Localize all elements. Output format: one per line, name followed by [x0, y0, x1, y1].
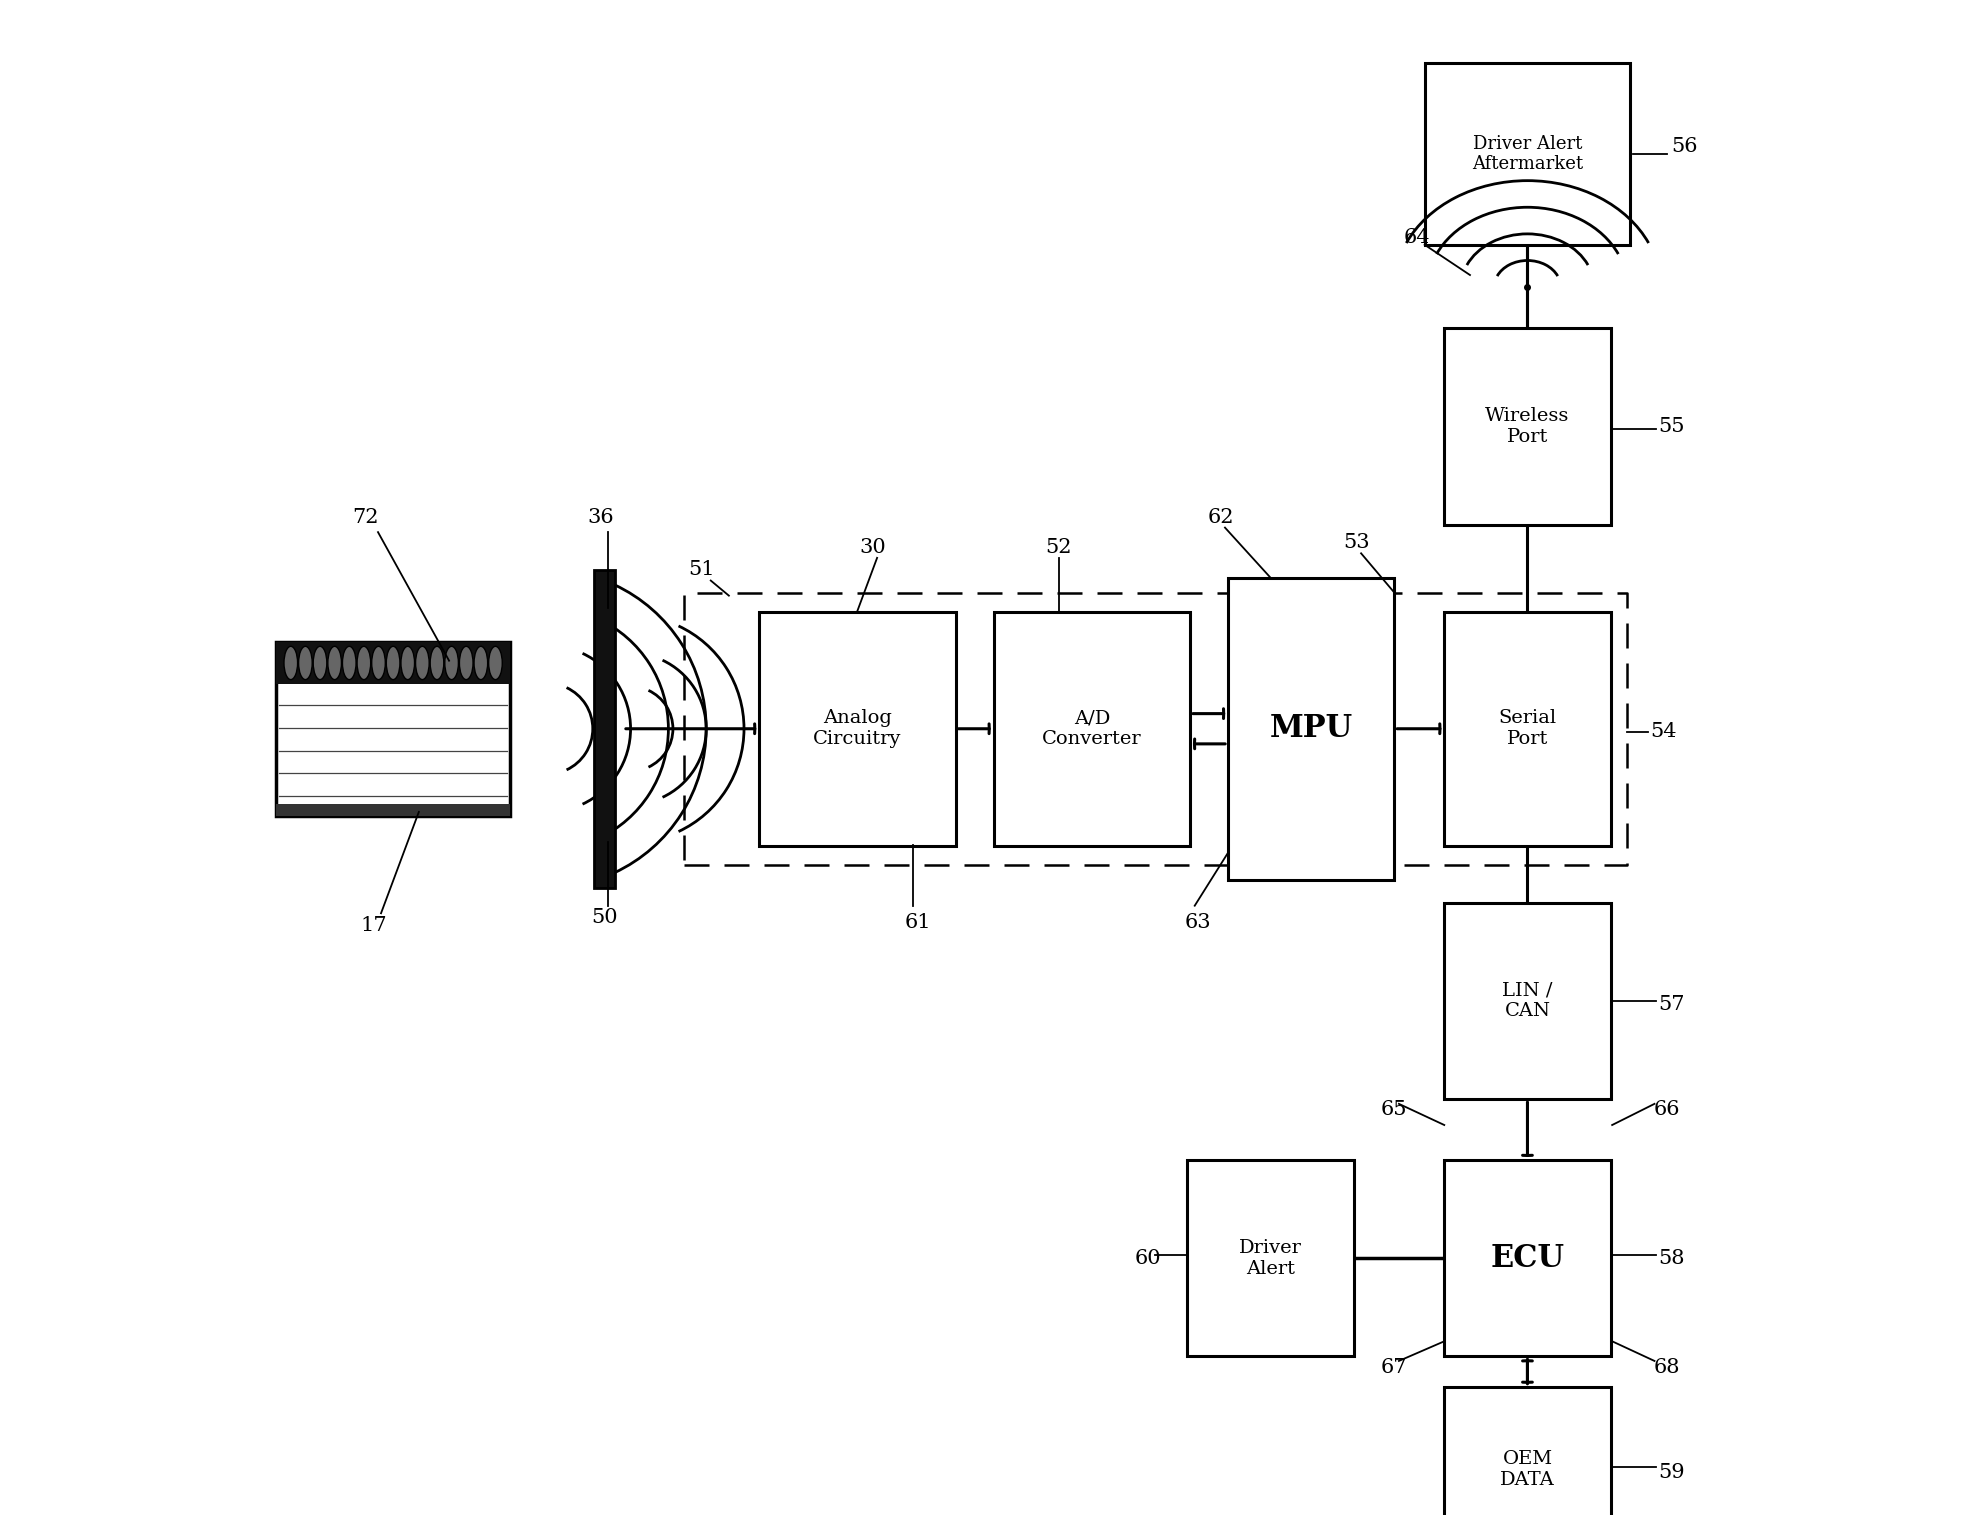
- Text: 53: 53: [1343, 533, 1371, 553]
- Text: ECU: ECU: [1491, 1243, 1564, 1274]
- Text: 54: 54: [1651, 723, 1676, 741]
- Text: 57: 57: [1658, 994, 1684, 1014]
- Ellipse shape: [298, 647, 312, 680]
- Text: 17: 17: [361, 915, 387, 935]
- Ellipse shape: [430, 647, 444, 680]
- Ellipse shape: [357, 647, 371, 680]
- Ellipse shape: [314, 647, 327, 680]
- FancyBboxPatch shape: [1444, 903, 1611, 1099]
- Text: A/D
Converter: A/D Converter: [1041, 709, 1142, 748]
- Text: LIN /
CAN: LIN / CAN: [1503, 982, 1552, 1020]
- Text: 50: 50: [592, 908, 617, 927]
- Text: 58: 58: [1658, 1249, 1684, 1268]
- FancyBboxPatch shape: [1229, 577, 1394, 880]
- Text: 55: 55: [1658, 417, 1684, 436]
- Text: 59: 59: [1658, 1463, 1684, 1483]
- Text: 36: 36: [588, 507, 613, 527]
- Ellipse shape: [371, 647, 385, 680]
- Text: 66: 66: [1653, 1101, 1680, 1119]
- FancyBboxPatch shape: [1187, 1160, 1353, 1357]
- Text: MPU: MPU: [1270, 713, 1353, 744]
- Ellipse shape: [284, 647, 298, 680]
- Text: 68: 68: [1653, 1357, 1680, 1377]
- Text: Wireless
Port: Wireless Port: [1485, 407, 1570, 446]
- Ellipse shape: [387, 647, 400, 680]
- Ellipse shape: [400, 647, 414, 680]
- FancyBboxPatch shape: [759, 612, 956, 846]
- Ellipse shape: [489, 647, 503, 680]
- Ellipse shape: [327, 647, 341, 680]
- FancyBboxPatch shape: [276, 642, 511, 685]
- FancyBboxPatch shape: [276, 803, 511, 815]
- Ellipse shape: [416, 647, 430, 680]
- Text: 65: 65: [1380, 1101, 1408, 1119]
- Ellipse shape: [446, 647, 458, 680]
- Text: 62: 62: [1207, 507, 1234, 527]
- Text: Analog
Circuitry: Analog Circuitry: [812, 709, 901, 748]
- Text: 30: 30: [860, 537, 885, 557]
- FancyBboxPatch shape: [1444, 1386, 1611, 1518]
- FancyBboxPatch shape: [994, 612, 1191, 846]
- FancyBboxPatch shape: [594, 569, 615, 888]
- FancyBboxPatch shape: [1444, 612, 1611, 846]
- Text: 63: 63: [1185, 912, 1211, 932]
- Text: Serial
Port: Serial Port: [1499, 709, 1556, 748]
- FancyBboxPatch shape: [1444, 1160, 1611, 1357]
- Text: Driver Alert
Aftermarket: Driver Alert Aftermarket: [1471, 135, 1584, 173]
- Text: Driver
Alert: Driver Alert: [1238, 1239, 1302, 1278]
- Text: 60: 60: [1134, 1249, 1162, 1268]
- Ellipse shape: [343, 647, 357, 680]
- Ellipse shape: [473, 647, 487, 680]
- Text: 67: 67: [1380, 1357, 1408, 1377]
- Text: 56: 56: [1672, 137, 1698, 156]
- Text: 61: 61: [905, 912, 931, 932]
- Text: 51: 51: [688, 560, 716, 580]
- Text: OEM
DATA: OEM DATA: [1501, 1450, 1554, 1489]
- FancyBboxPatch shape: [1444, 328, 1611, 525]
- Text: 72: 72: [353, 507, 379, 527]
- Ellipse shape: [459, 647, 473, 680]
- Text: 52: 52: [1045, 537, 1073, 557]
- FancyBboxPatch shape: [276, 642, 511, 815]
- Text: 64: 64: [1404, 228, 1430, 247]
- FancyBboxPatch shape: [1426, 64, 1629, 244]
